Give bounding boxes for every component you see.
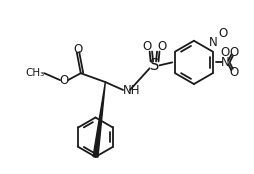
Text: O: O: [73, 43, 82, 56]
Text: NH: NH: [123, 84, 140, 97]
Text: O: O: [229, 66, 238, 79]
Text: O: O: [157, 40, 166, 53]
Text: CH₃: CH₃: [26, 68, 45, 78]
Text: O: O: [141, 40, 151, 53]
Text: O: O: [218, 27, 227, 40]
Text: O: O: [59, 74, 68, 87]
Text: N: N: [209, 36, 217, 49]
Text: S: S: [149, 58, 159, 73]
Text: N: N: [220, 56, 229, 69]
Polygon shape: [93, 82, 105, 157]
Text: O: O: [229, 46, 238, 59]
Text: O: O: [220, 46, 229, 59]
